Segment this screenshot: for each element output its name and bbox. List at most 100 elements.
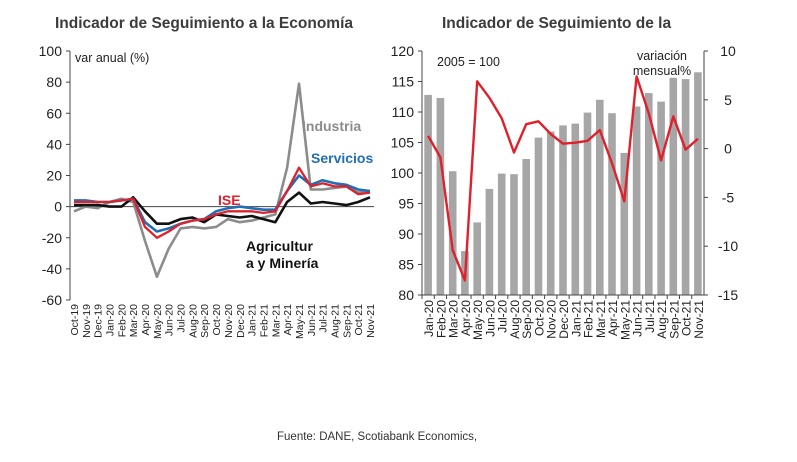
right-y-tick-label: 80 [398, 287, 414, 303]
right-bar [608, 113, 616, 295]
right-bar [681, 79, 690, 295]
right-bar [632, 106, 641, 295]
left-x-tick-label: Oct-21 [353, 304, 365, 336]
left-x-tick-label: Feb-21 [258, 304, 270, 337]
right-x-tick-label: Apr-21 [606, 300, 620, 336]
chart-title-left: Indicador de Seguimiento a la Economía [55, 15, 354, 32]
right-bar [436, 98, 445, 295]
right-x-tick-label: Jun-21 [631, 300, 645, 337]
left-x-tick-label: May-21 [294, 304, 306, 339]
left-x-tick-label: Aug-21 [329, 304, 341, 338]
right-bar [424, 94, 432, 296]
right-y2-tick-label: -5 [722, 189, 735, 205]
left-y-tick-label: -60 [42, 292, 62, 308]
left-x-tick-label: Jul-20 [176, 304, 188, 333]
right-y-tick-label: 100 [391, 165, 415, 181]
right-y-tick-label: 110 [392, 104, 415, 120]
left-x-tick-label: Aug-20 [187, 304, 199, 338]
right-x-tick-label: Mar-21 [594, 300, 608, 338]
right-y-tick-label: 95 [398, 196, 414, 212]
right-x-tick-label: Oct-21 [680, 300, 694, 336]
right-bar [448, 171, 457, 295]
right-bar [694, 72, 702, 295]
right-x-tick-label: Mar-20 [447, 300, 461, 338]
left-y-tick-label: 20 [46, 168, 62, 184]
left-x-tick-label: Jun-20 [164, 304, 176, 336]
right-y2-tick-label: 10 [720, 43, 736, 59]
right-bar [546, 131, 555, 295]
right-x-tick-label: Jan-20 [422, 300, 436, 337]
right-bar [510, 174, 518, 295]
left-x-tick-label: Mar-21 [270, 304, 282, 337]
right-x-tick-label: Feb-20 [434, 300, 448, 338]
left-x-tick-label: Oct-19 [69, 304, 81, 336]
right-bar [473, 222, 481, 295]
left-y-tick-label: 0 [54, 199, 62, 215]
right-x-tick-label: Feb-21 [582, 300, 596, 338]
right-bar [596, 99, 604, 295]
left-x-tick-label: Feb-20 [116, 304, 128, 337]
right-y-tick-label: 120 [391, 43, 415, 59]
left-x-tick-label: Mar-20 [128, 304, 140, 337]
chart-title-right: Indicador de Seguimiento de la [442, 15, 672, 32]
left-x-tick-label: Sep-20 [199, 304, 211, 338]
left-x-tick-label: Jun-21 [306, 304, 318, 336]
left-x-tick-label: May-20 [152, 304, 164, 339]
right-y2-tick-label: -10 [718, 238, 738, 254]
right-x-tick-label: Oct-20 [532, 300, 546, 336]
left-x-tick-label: Dec-19 [93, 304, 105, 338]
left-x-tick-label: Dec-20 [235, 304, 247, 338]
right-y-tick-label: 105 [391, 135, 415, 151]
label-servicios: Servicios [311, 150, 373, 166]
left-x-tick-label: Oct-20 [211, 304, 223, 336]
left-x-tick-label: Jan-21 [247, 304, 259, 336]
right-x-tick-label: Aug-20 [508, 300, 522, 339]
right-bar [522, 159, 530, 295]
left-y-tick-label: 80 [46, 74, 62, 90]
right-base-annotation: 2005 = 100 [437, 55, 500, 69]
right-bar [657, 101, 665, 295]
right-x-tick-label: Jul-20 [496, 300, 510, 333]
right-x-tick-label: Sep-21 [667, 300, 681, 339]
right-y2-label-line2: mensual% [633, 64, 691, 78]
left-y-tick-label: 40 [46, 136, 62, 152]
right-x-tick-label: Jun-20 [483, 300, 497, 337]
right-y-tick-label: 85 [398, 257, 414, 273]
left-y-tick-label: -20 [42, 230, 62, 246]
left-x-tick-label: Jan-20 [105, 304, 117, 336]
left-x-tick-label: Apr-21 [282, 304, 294, 336]
right-x-tick-label: Jul-21 [643, 300, 657, 333]
left-series-line-3 [74, 166, 371, 239]
left-y-tick-label: -40 [42, 261, 62, 277]
right-bar [485, 188, 494, 295]
left-y-tick-label: 60 [46, 105, 62, 121]
right-bar [559, 125, 567, 296]
right-y2-tick-label: 5 [724, 92, 732, 108]
right-x-tick-label: Dec-20 [557, 300, 571, 339]
left-x-tick-label: Nov-21 [365, 304, 377, 338]
right-y-tick-label: 90 [398, 226, 414, 242]
left-x-tick-label: Nov-20 [223, 304, 235, 338]
right-bar [620, 152, 629, 295]
right-bar [571, 123, 580, 295]
right-bar [497, 173, 506, 295]
right-bar [669, 77, 678, 295]
left-x-tick-label: Sep-21 [341, 304, 353, 338]
right-y2-label-line1: variación [637, 49, 687, 63]
label-agricultura-line1: Agricultur [246, 238, 313, 254]
left-x-tick-label: Apr-20 [140, 304, 152, 336]
left-y-axis-label: var anual (%) [75, 51, 149, 65]
right-y2-tick-label: -15 [718, 287, 738, 303]
right-x-tick-label: May-20 [471, 300, 485, 340]
right-bar [583, 112, 592, 295]
left-x-tick-label: Jul-21 [318, 304, 330, 333]
right-x-tick-label: Apr-20 [459, 300, 473, 336]
right-y-tick-label: 115 [392, 74, 415, 90]
right-x-tick-label: Jan-21 [569, 300, 583, 337]
source-note: Fuente: DANE, Scotiabank Economics, [277, 431, 478, 443]
label-agricultura-line2: a y Minería [246, 255, 319, 271]
right-y2-tick-label: 0 [724, 141, 732, 157]
right-monthly-change-line [427, 75, 699, 282]
